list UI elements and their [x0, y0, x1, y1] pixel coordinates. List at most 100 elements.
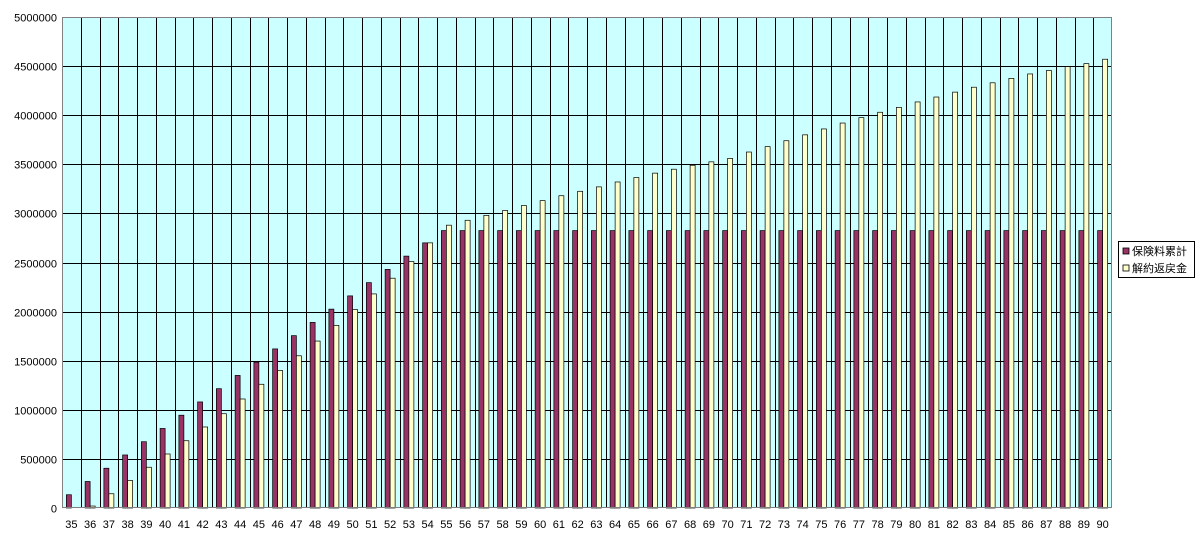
y-tick-label: 1500000 [14, 357, 57, 369]
bar-premium-total [647, 230, 653, 509]
x-tick-label: 63 [590, 519, 602, 531]
bar-surrender-value [446, 224, 452, 509]
bar-premium-total [422, 242, 428, 509]
y-tick-label: 0 [51, 504, 57, 516]
bar-surrender-value [127, 480, 133, 509]
bar-premium-total [853, 230, 860, 509]
bars [66, 58, 1108, 509]
bar-premium-total [178, 414, 185, 509]
bar-surrender-value [464, 219, 471, 509]
bar-surrender-value [783, 140, 790, 509]
bar-surrender-value [427, 242, 433, 509]
bar-surrender-value [914, 101, 921, 509]
bar-premium-total [403, 255, 410, 509]
bar-surrender-value [521, 205, 527, 509]
x-tick-label: 80 [909, 519, 921, 531]
bar-premium-total [909, 230, 916, 509]
bar-premium-total [497, 230, 503, 509]
bar-premium-total [291, 335, 297, 509]
x-tick-label: 67 [665, 519, 677, 531]
bar-premium-total [141, 441, 147, 509]
x-tick-label: 39 [140, 519, 152, 531]
y-tick-label: 4500000 [14, 62, 57, 74]
x-tick-label: 81 [928, 519, 940, 531]
bar-surrender-value [633, 177, 640, 509]
bar-premium-total [759, 230, 766, 509]
bar-premium-total [797, 230, 803, 509]
x-tick-label: 36 [84, 519, 96, 531]
x-tick-label: 72 [759, 519, 771, 531]
bar-surrender-value [389, 277, 396, 509]
bar-surrender-value [933, 96, 940, 509]
bar-premium-total [703, 230, 710, 509]
legend: 保険料累計 解約返戻金 [1118, 241, 1195, 278]
bar-surrender-value [1008, 78, 1015, 509]
y-tick-label: 5000000 [14, 13, 57, 25]
bar-surrender-value [239, 398, 246, 509]
bar-surrender-value [183, 440, 190, 509]
y-tick-label: 4000000 [14, 111, 57, 123]
x-tick-label: 61 [553, 519, 565, 531]
bar-premium-total [516, 230, 522, 509]
x-axis-labels: 35 36 37 38 39 40 41 42 43 44 45 46 47 48 49 50 51 52 53 54… [65, 519, 1109, 531]
bar-surrender-value [1027, 73, 1033, 509]
bar-premium-total [572, 230, 578, 509]
bar-surrender-value [877, 111, 883, 509]
legend-swatch-surrender-value [1122, 264, 1130, 272]
bar-premium-total [816, 230, 822, 509]
bar-surrender-value [371, 293, 377, 509]
bar-surrender-value [408, 261, 415, 509]
x-tick-label: 90 [1097, 519, 1109, 531]
bar-surrender-value [746, 151, 752, 509]
bar-surrender-value [1102, 58, 1108, 509]
y-axis-labels: 0 500000 1000000 1500000 2000000 2500000 30000… [14, 13, 57, 516]
bar-premium-total [928, 230, 935, 509]
y-tick-label: 2000000 [14, 308, 57, 320]
bar-surrender-value [558, 195, 565, 509]
bar-surrender-value [971, 86, 977, 509]
x-tick-label: 60 [534, 519, 546, 531]
bar-premium-total [1059, 230, 1066, 509]
bar-premium-total [722, 230, 728, 509]
y-tick-label: 500000 [20, 455, 57, 467]
bar-premium-total [778, 230, 785, 509]
x-tick-label: 66 [647, 519, 659, 531]
bar-premium-total [966, 230, 972, 509]
bar-premium-total [947, 230, 953, 509]
legend-label-premium-total: 保険料累計 [1132, 244, 1187, 258]
bar-premium-total [366, 282, 372, 509]
bar-premium-total [478, 230, 485, 509]
x-tick-label: 38 [122, 519, 134, 531]
x-tick-label: 83 [965, 519, 977, 531]
bar-surrender-value [296, 355, 302, 509]
bar-surrender-value [577, 190, 583, 509]
bar-premium-total [628, 230, 635, 509]
bar-surrender-value [821, 128, 827, 509]
bar-premium-total [309, 322, 316, 509]
bar-surrender-value [146, 466, 152, 509]
x-tick-label: 51 [365, 519, 377, 531]
bar-premium-total [591, 230, 597, 509]
x-tick-label: 44 [234, 519, 246, 531]
x-tick-label: 85 [1003, 519, 1015, 531]
bar-premium-total [103, 467, 110, 509]
legend-label-surrender-value: 解約返戻金 [1132, 261, 1187, 275]
y-tick-label: 3000000 [14, 209, 57, 221]
x-tick-label: 53 [403, 519, 415, 531]
bar-premium-total [66, 494, 72, 509]
bar-surrender-value [1046, 70, 1052, 509]
bar-premium-total [609, 230, 616, 509]
y-tick-label: 2500000 [14, 259, 57, 271]
x-tick-label: 62 [572, 519, 584, 531]
x-tick-label: 40 [159, 519, 171, 531]
y-tick-label: 1000000 [14, 406, 57, 418]
bar-surrender-value [952, 91, 958, 509]
x-tick-label: 48 [309, 519, 321, 531]
x-tick-label: 49 [328, 519, 340, 531]
legend-box [1118, 241, 1195, 278]
x-tick-label: 82 [947, 519, 959, 531]
bar-premium-total [216, 388, 222, 509]
x-tick-label: 45 [253, 519, 265, 531]
x-tick-label: 76 [834, 519, 846, 531]
